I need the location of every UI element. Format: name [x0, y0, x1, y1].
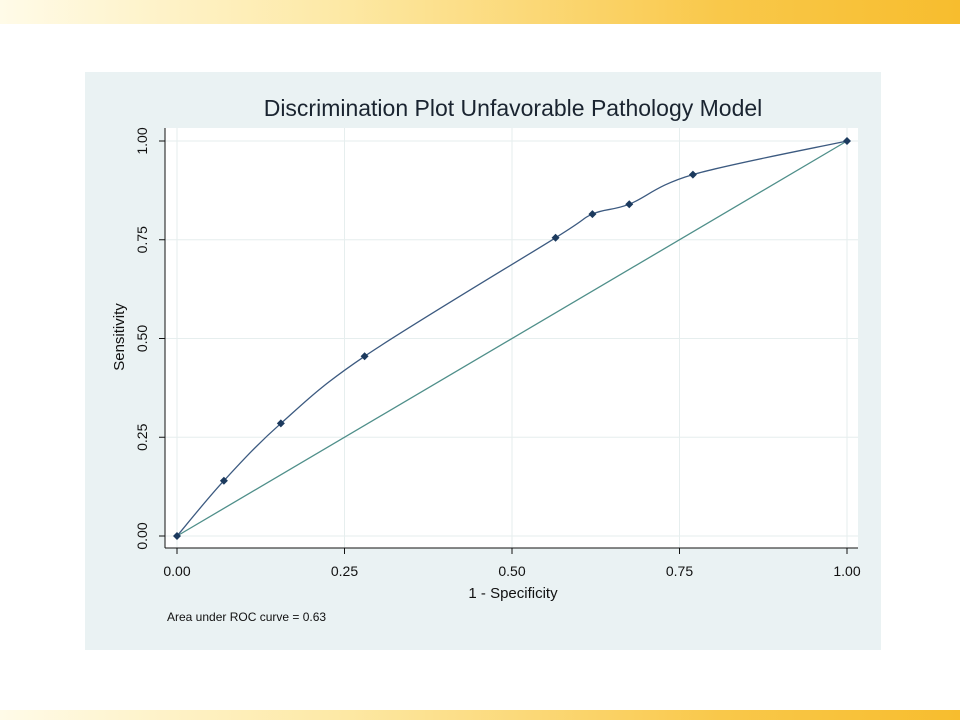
roc-point [173, 532, 181, 540]
roc-point [551, 233, 560, 242]
x-ticks: 0.00 0.25 0.50 0.75 1.00 [163, 548, 861, 579]
y-tick-label: 0.50 [134, 325, 150, 352]
x-tick-label: 0.25 [331, 563, 358, 579]
top-decorative-band [0, 0, 960, 24]
roc-point [219, 476, 228, 485]
roc-point [276, 419, 285, 428]
y-tick-label: 0.25 [134, 423, 150, 450]
x-tick-label: 0.75 [666, 563, 693, 579]
roc-point [625, 200, 634, 209]
roc-point [588, 210, 597, 219]
x-tick-label: 1.00 [833, 563, 860, 579]
roc-point [688, 170, 697, 179]
auc-note: Area under ROC curve = 0.63 [167, 610, 326, 624]
roc-curve-group [176, 140, 848, 537]
roc-point [843, 137, 851, 145]
roc-curve-line [176, 140, 848, 537]
y-ticks: 0.00 0.25 0.50 0.75 1.00 [134, 127, 165, 550]
x-tick-label: 0.50 [498, 563, 525, 579]
y-axis-label: Sensitivity [111, 303, 128, 371]
y-tick-label: 0.75 [134, 226, 150, 253]
reference-line-group [176, 140, 848, 537]
chart-title: Discrimination Plot Unfavorable Patholog… [264, 95, 763, 121]
y-tick-label: 1.00 [134, 127, 150, 154]
grid-lines [165, 128, 858, 548]
x-axis-label: 1 - Specificity [468, 585, 558, 602]
reference-line [176, 140, 848, 537]
bottom-decorative-band [0, 710, 960, 720]
roc-point [360, 352, 369, 361]
x-tick-label: 0.00 [163, 563, 190, 579]
y-tick-label: 0.00 [134, 522, 150, 549]
roc-points-group [173, 137, 851, 540]
